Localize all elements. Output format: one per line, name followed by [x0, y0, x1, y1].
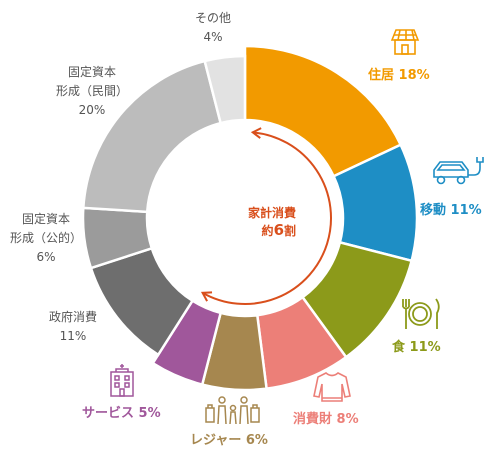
center-annotation-line1: 家計消費: [248, 206, 297, 220]
label-public-fixed-capital: 固定資本 形成（公的） 6%: [2, 210, 90, 267]
label-consumer-goods: 消費財 8%: [293, 412, 359, 427]
label-other-line2: 4%: [203, 30, 223, 44]
label-private-fixed-capital-line1: 固定資本: [67, 65, 116, 79]
label-other-line1: その他: [194, 11, 231, 25]
electric-car-icon: [433, 157, 484, 185]
label-mobility: 移動 11%: [420, 203, 482, 218]
label-housing: 住居 18%: [368, 68, 430, 83]
center-annotation: 家計消費 約6割: [248, 205, 296, 240]
plate-utensils-icon: [402, 298, 440, 329]
arrow-arc: [202, 131, 332, 305]
label-private-fixed-capital: 固定資本 形成（民間） 20%: [48, 63, 136, 120]
label-government-consumption-line1: 政府消費: [48, 310, 97, 324]
label-services: サービス 5%: [82, 406, 161, 421]
hospital-building-icon: [110, 364, 134, 397]
label-government-consumption: 政府消費 11%: [38, 308, 108, 346]
label-public-fixed-capital-line1: 固定資本: [21, 212, 70, 226]
label-public-fixed-capital-line3: 6%: [36, 250, 56, 264]
label-public-fixed-capital-line2: 形成（公的）: [9, 231, 82, 245]
household-arrow: [200, 127, 332, 305]
donut-slices: [81, 44, 419, 392]
donut-hole: [147, 120, 343, 316]
family-luggage-icon: [205, 396, 260, 425]
label-private-fixed-capital-line3: 20%: [78, 103, 106, 117]
sweater-icon: [313, 372, 351, 402]
label-government-consumption-line2: 11%: [59, 329, 87, 343]
label-private-fixed-capital-line2: 形成（民間）: [55, 84, 128, 98]
arrow-head-start: [250, 127, 262, 139]
house-solar-icon: [390, 29, 420, 55]
label-leisure: レジャー 6%: [190, 433, 268, 448]
label-other: その他 4%: [180, 9, 246, 47]
arrow-head-end: [200, 291, 213, 302]
label-food: 食 11%: [392, 340, 441, 355]
center-annotation-line2: 約6割: [261, 221, 297, 239]
